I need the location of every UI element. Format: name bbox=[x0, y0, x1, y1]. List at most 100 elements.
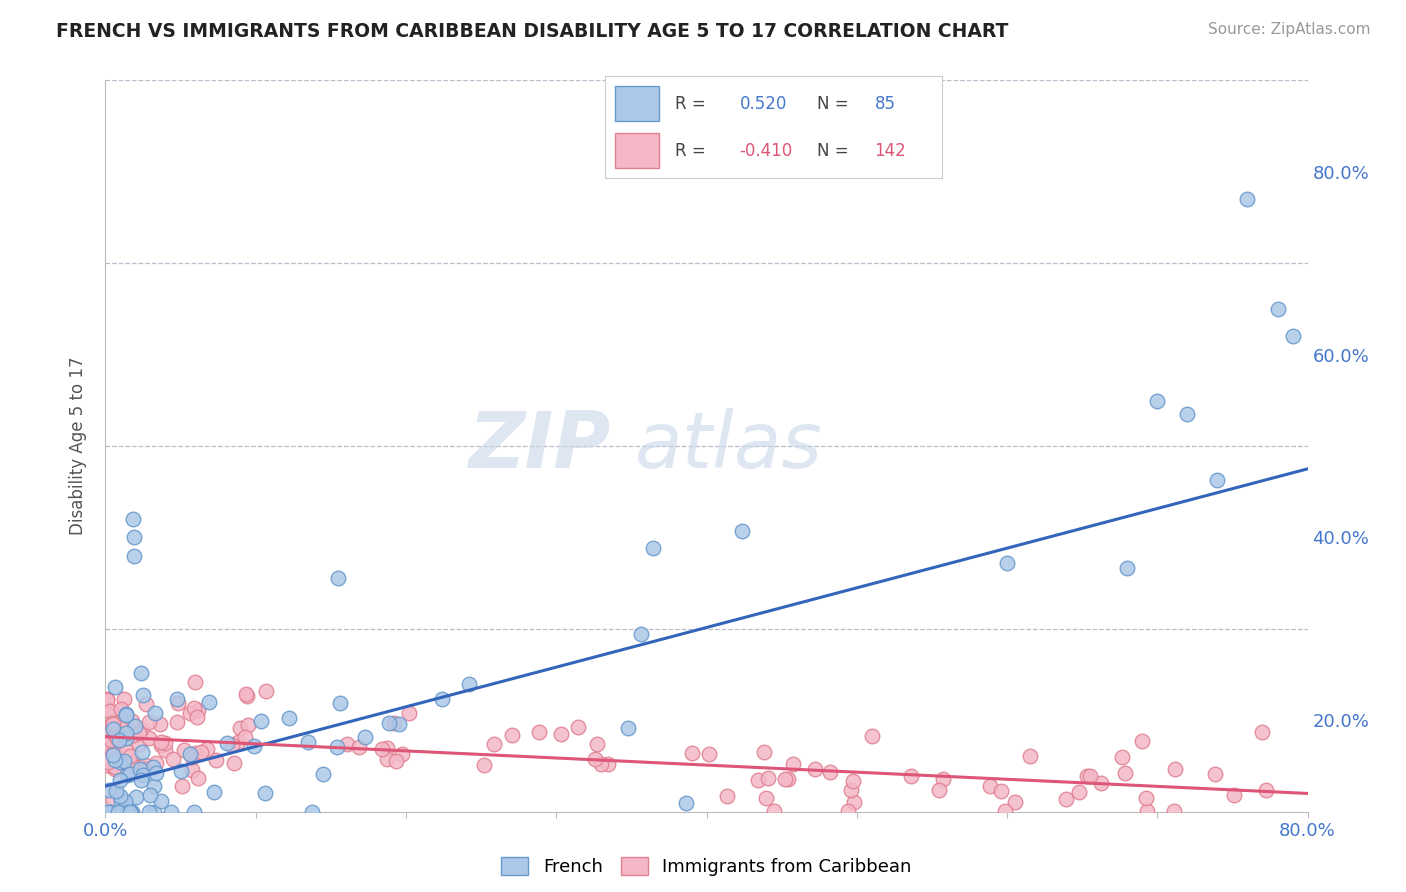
Point bbox=[128, 760, 150, 774]
Point bbox=[186, 710, 208, 724]
Point bbox=[110, 729, 132, 743]
Point bbox=[187, 771, 209, 785]
Point bbox=[842, 795, 865, 809]
Text: 0.520: 0.520 bbox=[740, 95, 787, 112]
Point bbox=[773, 772, 796, 786]
Text: N =: N = bbox=[817, 95, 849, 112]
Point bbox=[931, 772, 953, 786]
Point bbox=[103, 745, 125, 759]
Point bbox=[145, 756, 167, 771]
Point bbox=[108, 755, 131, 769]
Point bbox=[236, 689, 259, 703]
Point bbox=[641, 541, 664, 556]
Point bbox=[1146, 394, 1168, 409]
Point bbox=[183, 746, 205, 760]
Point bbox=[215, 736, 238, 750]
Point bbox=[153, 743, 176, 757]
Point bbox=[96, 729, 118, 743]
Point bbox=[98, 805, 121, 819]
Point bbox=[253, 786, 276, 800]
Point bbox=[166, 692, 188, 706]
Point bbox=[114, 794, 136, 808]
Point bbox=[122, 549, 145, 563]
Point bbox=[124, 718, 146, 732]
Point bbox=[430, 692, 453, 706]
Point bbox=[96, 692, 118, 706]
Point bbox=[110, 702, 132, 716]
Point bbox=[697, 747, 720, 761]
Point bbox=[96, 728, 118, 742]
Point bbox=[752, 745, 775, 759]
Point bbox=[114, 726, 136, 740]
Point bbox=[301, 805, 323, 819]
Point bbox=[103, 706, 125, 720]
Point bbox=[115, 744, 138, 758]
Point bbox=[1019, 749, 1042, 764]
Point bbox=[153, 736, 176, 750]
Point bbox=[756, 771, 779, 785]
Point bbox=[583, 752, 606, 766]
Text: ZIP: ZIP bbox=[468, 408, 610, 484]
Point bbox=[115, 731, 138, 745]
Point bbox=[820, 765, 842, 780]
Point bbox=[747, 772, 769, 787]
Point bbox=[107, 716, 129, 731]
Point bbox=[107, 805, 129, 819]
Point bbox=[226, 735, 249, 749]
Point bbox=[398, 706, 420, 720]
Point bbox=[1090, 775, 1112, 789]
Point bbox=[107, 736, 129, 750]
Legend: French, Immigrants from Caribbean: French, Immigrants from Caribbean bbox=[494, 849, 920, 883]
FancyBboxPatch shape bbox=[614, 133, 658, 168]
Point bbox=[567, 720, 589, 734]
Point bbox=[1175, 407, 1198, 421]
Point bbox=[782, 757, 804, 772]
Point bbox=[114, 726, 136, 740]
Point bbox=[166, 715, 188, 730]
Point bbox=[205, 753, 228, 767]
Point bbox=[837, 804, 859, 818]
Point bbox=[104, 760, 127, 774]
Point bbox=[384, 716, 406, 731]
Point bbox=[112, 754, 135, 768]
Point bbox=[115, 768, 138, 782]
Point bbox=[107, 756, 129, 771]
Point bbox=[235, 731, 257, 745]
Point bbox=[995, 556, 1018, 570]
Text: R =: R = bbox=[675, 142, 706, 160]
Point bbox=[96, 739, 118, 754]
Point bbox=[170, 779, 193, 793]
Point bbox=[179, 706, 201, 720]
Point bbox=[107, 732, 129, 747]
Point bbox=[100, 747, 122, 761]
Point bbox=[105, 731, 128, 745]
Point bbox=[128, 725, 150, 739]
Point bbox=[149, 794, 172, 808]
Point bbox=[138, 805, 160, 819]
Point bbox=[132, 768, 155, 782]
Point bbox=[190, 745, 212, 759]
Point bbox=[591, 757, 613, 772]
Point bbox=[1254, 782, 1277, 797]
Point bbox=[105, 723, 128, 737]
Point bbox=[128, 737, 150, 751]
Point bbox=[104, 680, 127, 694]
Point bbox=[111, 805, 134, 819]
Point bbox=[1163, 804, 1185, 818]
Point bbox=[1267, 301, 1289, 316]
Point bbox=[222, 756, 245, 770]
Point bbox=[928, 783, 950, 797]
Point bbox=[181, 750, 204, 764]
Point bbox=[138, 714, 160, 729]
Point bbox=[98, 752, 121, 766]
Point bbox=[1078, 769, 1101, 783]
Point bbox=[122, 530, 145, 544]
Point bbox=[235, 687, 257, 701]
Point bbox=[529, 725, 551, 739]
Text: Source: ZipAtlas.com: Source: ZipAtlas.com bbox=[1208, 22, 1371, 37]
Point bbox=[842, 773, 865, 788]
Point bbox=[195, 742, 218, 756]
Point bbox=[108, 723, 131, 737]
Point bbox=[98, 704, 121, 718]
Point bbox=[979, 779, 1001, 793]
